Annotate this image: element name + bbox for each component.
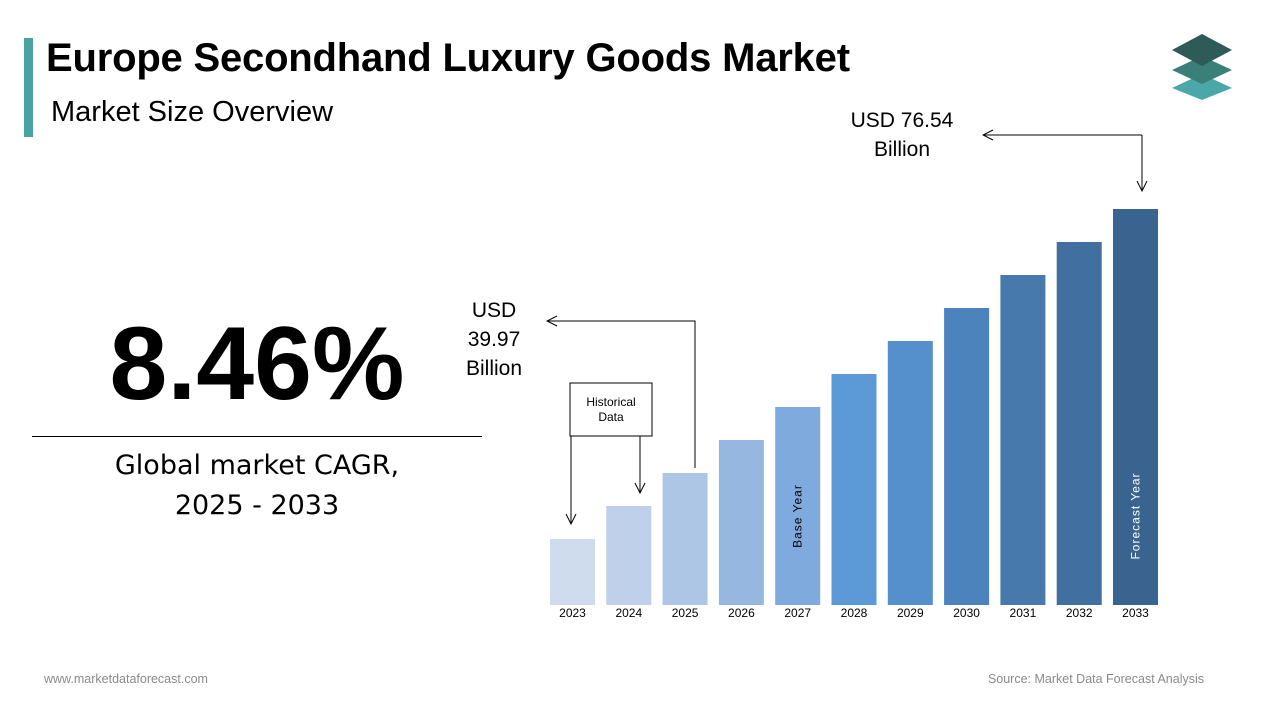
cagr-label-line1: Global market CAGR, (114, 450, 400, 481)
start-value-line3: Billion (466, 357, 522, 380)
bar-annotations: Base Year Forecast Year (791, 472, 1143, 559)
x-tick-label-2030: 2030 (953, 606, 980, 620)
page-subtitle: Market Size Overview (51, 96, 334, 128)
page-title: Europe Secondhand Luxury Goods Market (46, 36, 850, 80)
historical-data-label-line1: Historical (586, 395, 635, 409)
start-value-line1: USD (472, 299, 516, 322)
end-value-line1: USD 76.54 (851, 109, 954, 132)
x-tick-label-2023: 2023 (559, 606, 586, 620)
bar-2031 (1000, 275, 1046, 605)
bar-2033 (1113, 209, 1158, 605)
cagr-value: 8.46% (109, 306, 405, 422)
x-tick-label-2029: 2029 (897, 606, 924, 620)
x-tick-label-2028: 2028 (841, 606, 868, 620)
x-tick-label-2025: 2025 (672, 606, 699, 620)
bar-annotation-2027: Base Year (791, 484, 805, 548)
x-tick-label-2033: 2033 (1122, 606, 1149, 620)
start-value-arrow (547, 321, 696, 468)
bar-2028 (831, 374, 877, 605)
bar-2024 (606, 506, 652, 605)
cagr-label: Global market CAGR, 2025 - 2033 (32, 446, 482, 526)
bar-annotation-2033: Forecast Year (1129, 472, 1143, 559)
bar-2026 (718, 440, 764, 605)
historical-data-box (569, 382, 653, 437)
end-value-line2: Billion (874, 138, 930, 161)
cagr-divider (32, 436, 482, 437)
x-tick-label-2024: 2024 (615, 606, 642, 620)
historical-data-label-line2: Data (598, 410, 624, 424)
x-tick-label-2032: 2032 (1066, 606, 1093, 620)
bar-2027 (775, 407, 821, 605)
cagr-label-line2: 2025 - 2033 (174, 490, 340, 521)
bars-layer (550, 209, 1158, 605)
footer-website: www.marketdataforecast.com (44, 672, 208, 686)
x-tick-label-2031: 2031 (1010, 606, 1037, 620)
bar-2030 (944, 308, 990, 605)
footer-source: Source: Market Data Forecast Analysis (987, 672, 1204, 686)
title-accent-bar (24, 38, 33, 137)
start-value-line2: 39.97 (468, 328, 521, 351)
bar-2025 (662, 473, 708, 605)
x-tick-label-2026: 2026 (728, 606, 755, 620)
bar-2029 (887, 341, 933, 605)
x-tick-labels: 2023 2024 2025 2026 2027 2028 2029 2030 2031 2032… (559, 606, 1149, 620)
x-tick-label-2027: 2027 (784, 606, 811, 620)
stacked-layers-icon (1172, 34, 1232, 100)
bar-2023 (550, 539, 595, 605)
bar-2032 (1056, 242, 1102, 605)
